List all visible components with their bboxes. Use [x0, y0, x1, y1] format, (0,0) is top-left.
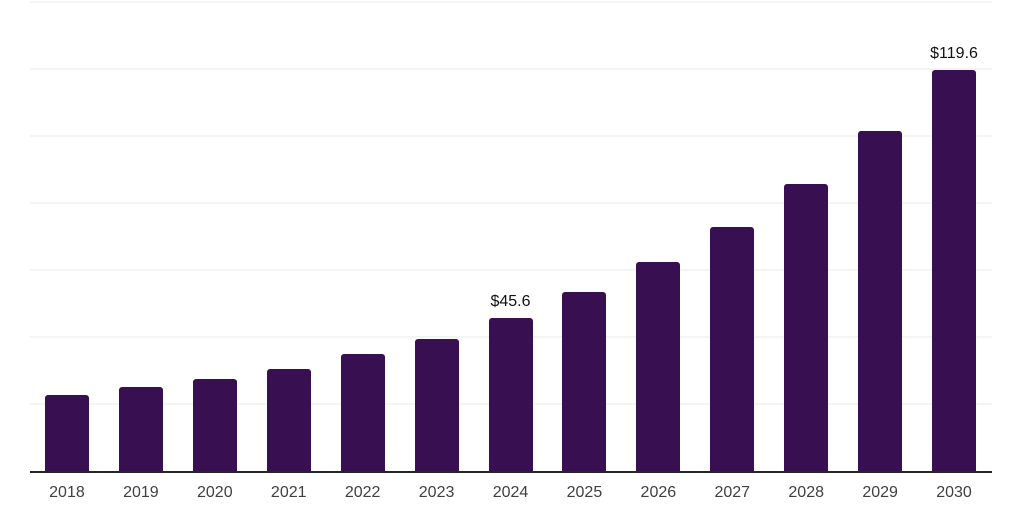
gridline-y-80	[30, 202, 992, 204]
x-tick-label-2021: 2021	[270, 484, 307, 501]
x-tick-label-2022: 2022	[344, 484, 381, 501]
gridline-y-100	[30, 135, 992, 137]
gridline-y-60	[30, 269, 992, 271]
x-tick-label-2019: 2019	[123, 484, 159, 501]
x-tick-label-2018: 2018	[49, 484, 85, 501]
x-tick-label-2024: 2024	[492, 484, 529, 501]
bar-2023	[414, 339, 459, 471]
bar-2025	[562, 292, 607, 471]
value-label-2024: $45.6	[490, 293, 531, 311]
bar-2028	[784, 183, 829, 471]
value-label-2030: $119.6	[930, 45, 978, 63]
x-tick-label-2028: 2028	[788, 484, 824, 501]
bar-2019	[118, 387, 163, 471]
bar-2027	[710, 227, 755, 471]
x-tick-label-2030: 2030	[936, 484, 972, 501]
bar-2026	[636, 262, 681, 471]
x-tick-label-2023: 2023	[418, 484, 455, 501]
bar-2022	[340, 354, 385, 471]
gridline-y-140	[30, 1, 992, 3]
bar-2024	[488, 318, 533, 471]
bar-2021	[266, 368, 311, 471]
x-tick-label-2020: 2020	[197, 484, 233, 501]
bar-2030	[932, 70, 977, 471]
x-tick-label-2029: 2029	[862, 484, 898, 501]
bar-2029	[858, 130, 903, 471]
x-tick-label-2025: 2025	[566, 484, 603, 501]
bar-2018	[44, 394, 89, 471]
gridline-y-120	[30, 68, 992, 70]
bar-2020	[192, 378, 237, 471]
x-tick-label-2026: 2026	[640, 484, 677, 501]
x-axis-line	[30, 471, 992, 473]
x-tick-label-2027: 2027	[714, 484, 751, 501]
